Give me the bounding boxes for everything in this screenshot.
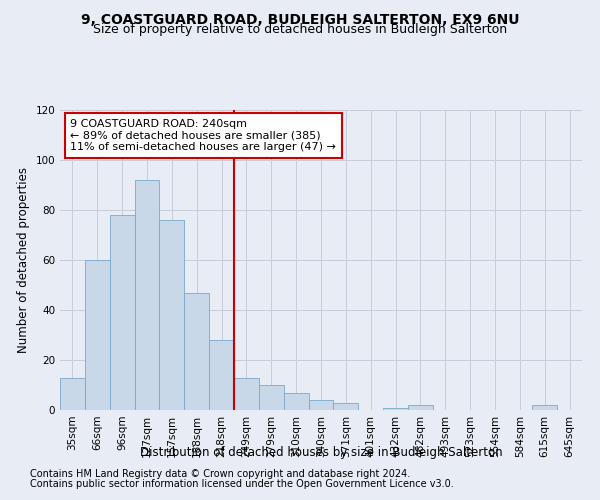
Bar [160, 220, 184, 410]
Text: Contains public sector information licensed under the Open Government Licence v3: Contains public sector information licen… [30, 479, 454, 489]
Bar [308, 400, 334, 410]
Bar [408, 405, 433, 410]
Bar [60, 378, 85, 410]
Bar [110, 215, 134, 410]
Text: Distribution of detached houses by size in Budleigh Salterton: Distribution of detached houses by size … [140, 446, 502, 459]
Bar [234, 378, 259, 410]
Bar [383, 408, 408, 410]
Bar [334, 402, 358, 410]
Bar [85, 260, 110, 410]
Bar [184, 292, 209, 410]
Text: Contains HM Land Registry data © Crown copyright and database right 2024.: Contains HM Land Registry data © Crown c… [30, 469, 410, 479]
Text: 9, COASTGUARD ROAD, BUDLEIGH SALTERTON, EX9 6NU: 9, COASTGUARD ROAD, BUDLEIGH SALTERTON, … [81, 12, 519, 26]
Bar [259, 385, 284, 410]
Y-axis label: Number of detached properties: Number of detached properties [17, 167, 30, 353]
Bar [209, 340, 234, 410]
Bar [134, 180, 160, 410]
Text: 9 COASTGUARD ROAD: 240sqm
← 89% of detached houses are smaller (385)
11% of semi: 9 COASTGUARD ROAD: 240sqm ← 89% of detac… [70, 119, 337, 152]
Text: Size of property relative to detached houses in Budleigh Salterton: Size of property relative to detached ho… [93, 22, 507, 36]
Bar [284, 392, 308, 410]
Bar [532, 405, 557, 410]
